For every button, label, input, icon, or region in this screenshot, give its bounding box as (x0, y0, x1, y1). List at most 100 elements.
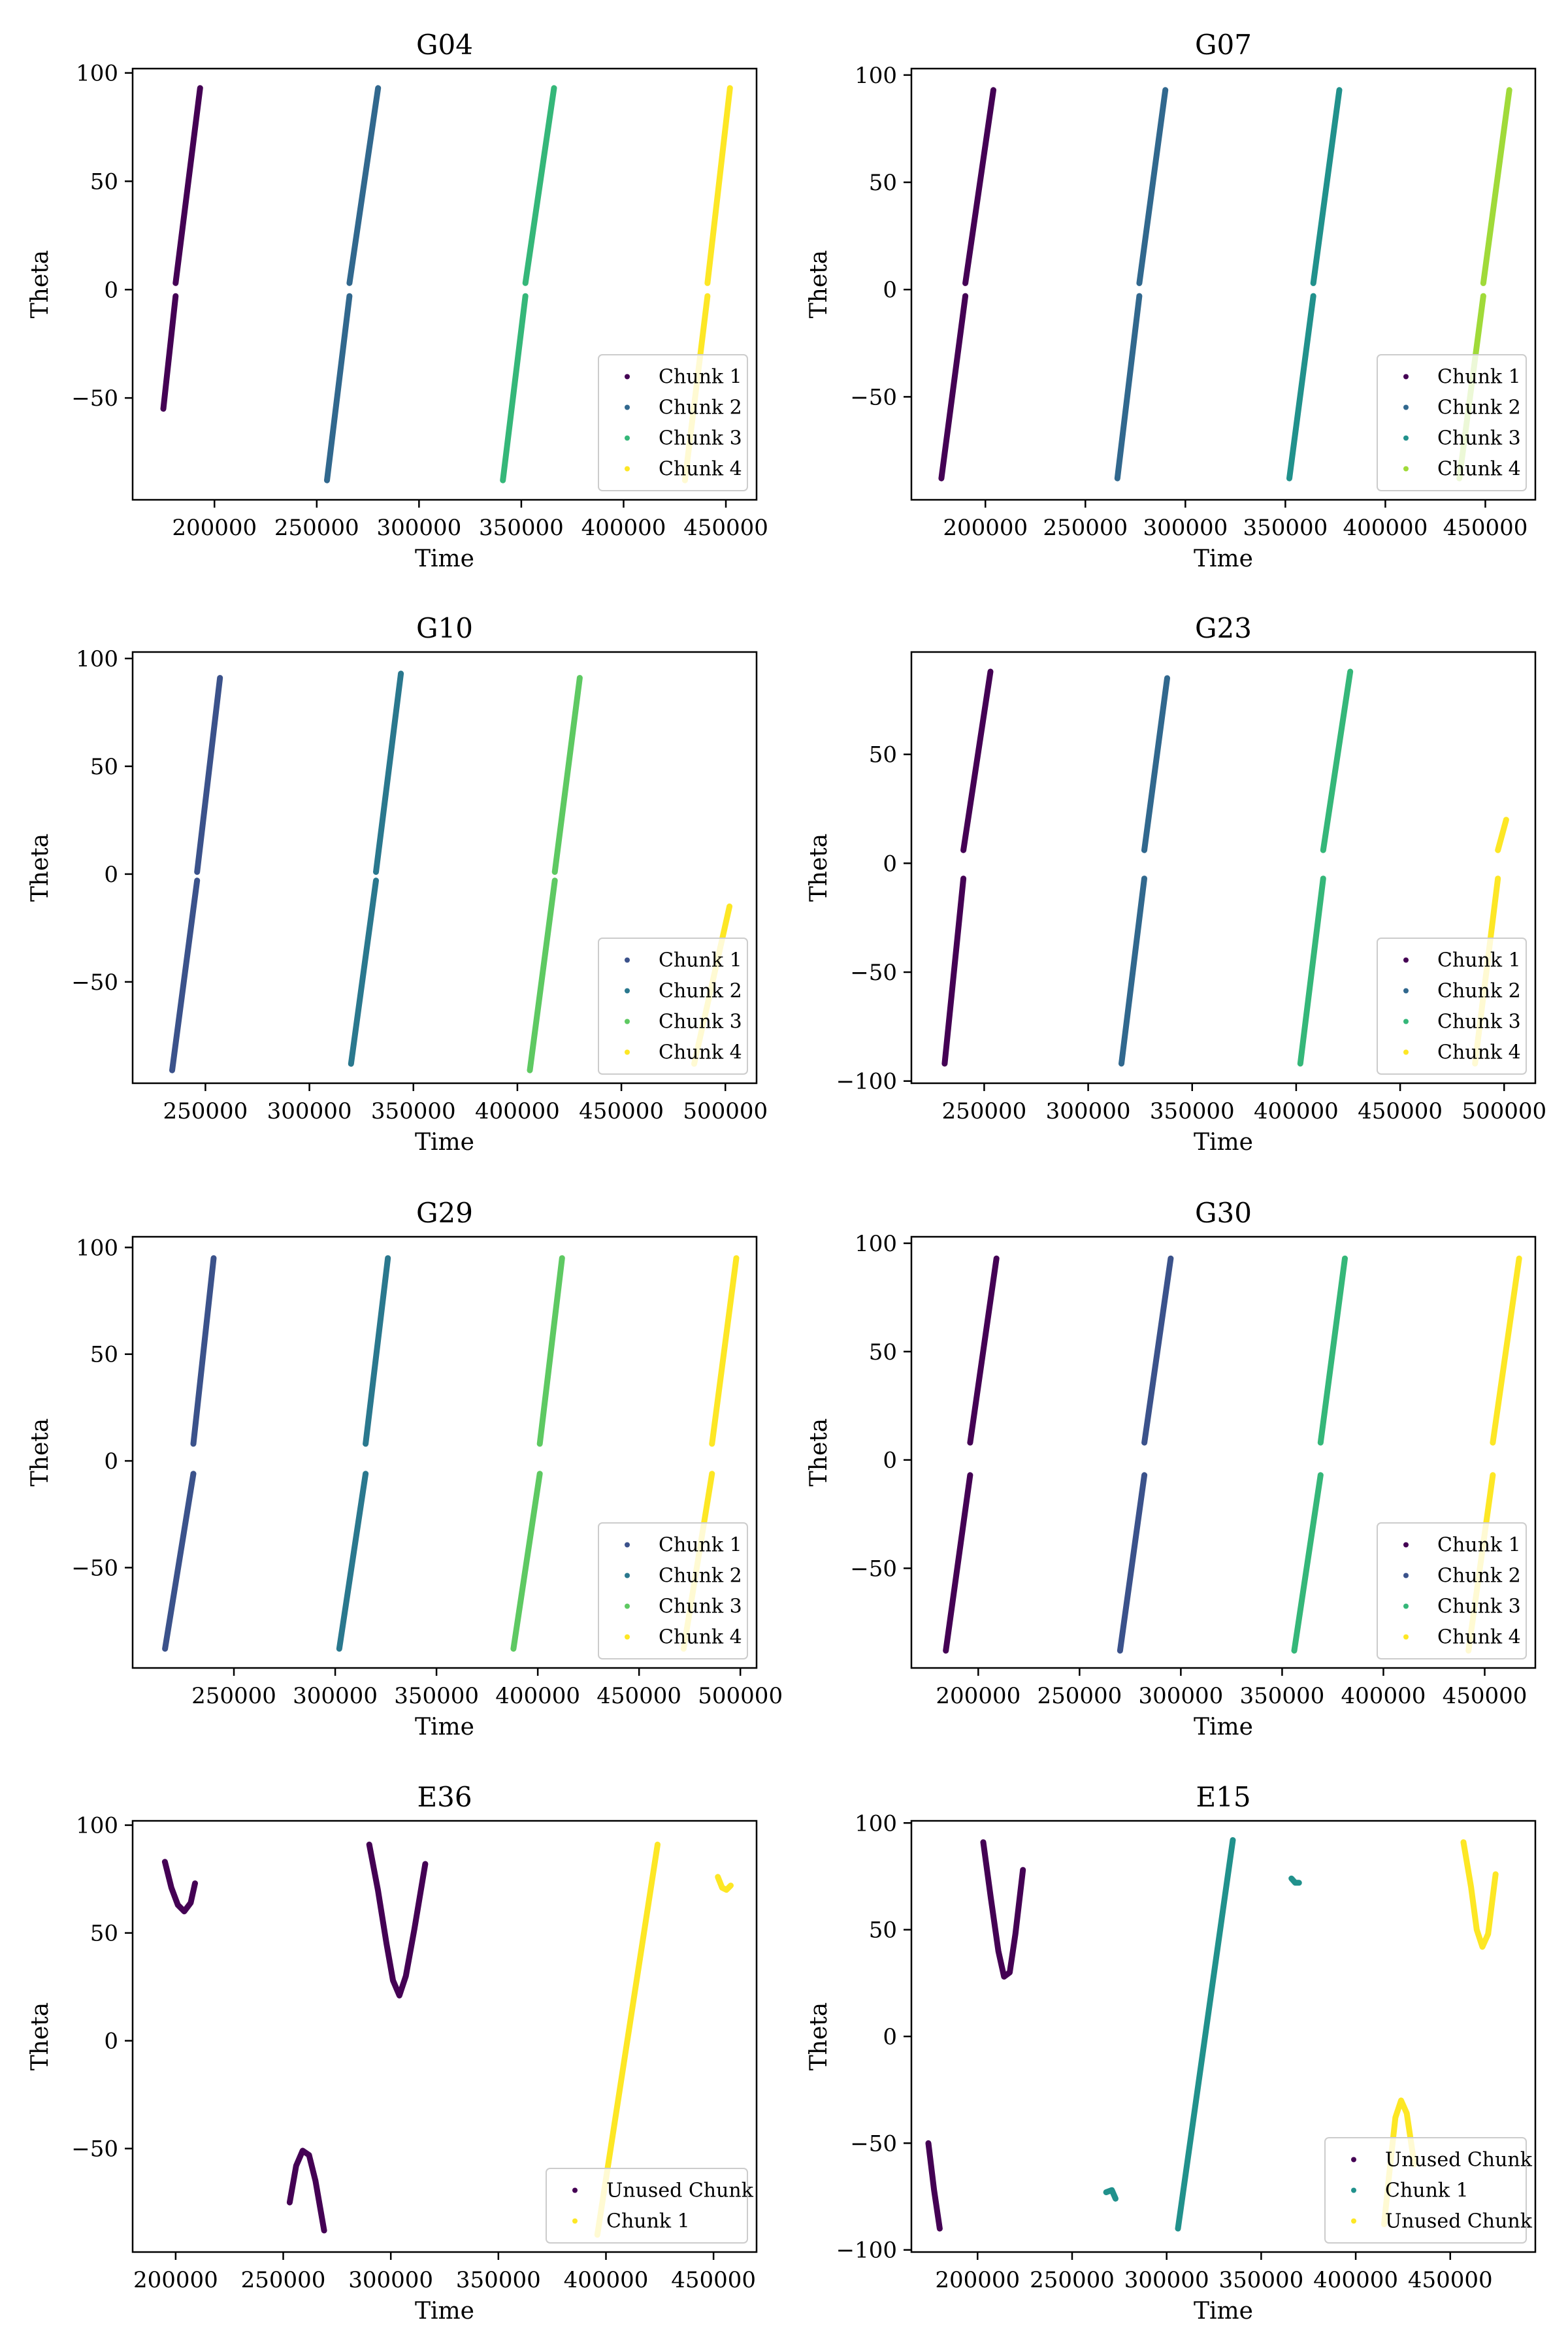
chart-g30-legend-marker-2 (1403, 1573, 1409, 1578)
chart-e36-legend-label-2: Chunk 1 (606, 2210, 690, 2233)
chart-g04-y-tick-label-3: 100 (76, 61, 118, 87)
chart-g29-legend-label-2: Chunk 2 (659, 1565, 742, 1588)
chart-e15-series-2-segment-3 (1288, 1875, 1302, 1886)
chart-e36-x-tick-label-0: 200000 (133, 2267, 218, 2293)
chart-g10-y-tick-label-2: 50 (90, 754, 118, 780)
chart-e36-y-tick-label-1: 0 (104, 2029, 118, 2055)
chart-g29-legend: Chunk 1 Chunk 2 Chunk 3 Chunk 4 (598, 1522, 748, 1659)
chart-g23-legend-marker-1 (1403, 957, 1409, 963)
chart-e15-x-tick-label-0: 200000 (935, 2267, 1020, 2293)
chart-g29-x-tick-label-4: 450000 (596, 1683, 681, 1709)
chart-g23-series-4-segment-2 (1495, 817, 1509, 853)
chart-g07-series-4-segment-2 (1480, 87, 1512, 286)
chart-g30-x-tick-label-3: 350000 (1240, 1683, 1325, 1709)
chart-e36-axes-frame (131, 1820, 758, 2253)
chart-g23-x-tick-label-1: 300000 (1046, 1098, 1131, 1124)
chart-g07-legend-label-1: Chunk 1 (1437, 366, 1521, 389)
chart-g07-legend-marker-4 (1403, 466, 1409, 472)
chart-e15-series-1-segment-1 (925, 2140, 943, 2232)
chart-g04-series-1-segment-1 (160, 293, 179, 412)
chart-g30-x-tick-label-0: 200000 (936, 1683, 1021, 1709)
chart-g10-x-tick-label-0: 250000 (163, 1098, 248, 1124)
chart-g29-y-tick-label-2: 50 (90, 1342, 118, 1368)
chart-g10-legend-label-1: Chunk 1 (659, 949, 742, 972)
chart-e15-y-tick-label-4: 100 (855, 1810, 897, 1837)
chart-g29-x-axis-label: Time (415, 1714, 474, 1740)
chart-g29-legend-marker-4 (625, 1634, 630, 1640)
chart-g07-x-axis-label: Time (1194, 546, 1253, 572)
chart-g10-y-tick-label-3: 100 (76, 646, 118, 672)
chart-g23-x-tick-label-0: 250000 (942, 1098, 1027, 1124)
chart-e15-legend-marker-3 (1351, 2218, 1356, 2224)
chart-g29-legend-marker-3 (625, 1603, 630, 1609)
chart-g04-series-1-segment-2 (172, 85, 203, 286)
chart-g30-title: G30 (1195, 1197, 1252, 1229)
chart-e15-x-tick-label-1: 250000 (1030, 2267, 1115, 2293)
chart-g29-series-3-segment-2 (536, 1255, 565, 1447)
chart-g23-series-1-segment-1 (941, 875, 967, 1067)
chart-g30-x-tick-label-1: 250000 (1037, 1683, 1122, 1709)
chart-g29-series-3-segment-1 (510, 1471, 543, 1652)
chart-g10-y-tick-label-1: 0 (104, 862, 118, 888)
chart-g04-x-tick-label-2: 300000 (376, 515, 461, 541)
chart-g10-x-tick-label-5: 500000 (683, 1098, 768, 1124)
chart-g07-y-axis-label: Theta (806, 250, 832, 318)
chart-g04-y-tick-label-2: 50 (90, 169, 118, 195)
chart-g30-series-3-segment-2 (1317, 1255, 1348, 1446)
chart-g29-axes-frame (131, 1235, 758, 1669)
chart-g23-x-tick-label-5: 500000 (1462, 1098, 1546, 1124)
chart-g07-legend-box (1377, 354, 1527, 491)
chart-e36-x-tick-label-3: 350000 (456, 2267, 541, 2293)
chart-g30-y-axis-label: Theta (806, 1418, 832, 1486)
chart-g04-x-tick-label-4: 400000 (581, 515, 666, 541)
chart-g07-series-3-segment-1 (1286, 293, 1316, 482)
chart-g04-title: G04 (416, 29, 473, 61)
chart-g30-y-tick-label-1: 0 (883, 1448, 897, 1474)
chart-g10-series-1-segment-2 (194, 675, 223, 875)
chart-g23-title: G23 (1195, 612, 1252, 644)
chart-g30-series-4-segment-2 (1490, 1255, 1522, 1446)
chart-g29-series-1-segment-2 (190, 1255, 217, 1447)
chart-g10-legend-label-4: Chunk 4 (659, 1041, 742, 1064)
chart-g30-legend: Chunk 1 Chunk 2 Chunk 3 Chunk 4 (1377, 1522, 1527, 1659)
chart-g10-legend-box (598, 938, 748, 1075)
chart-g29-title: G29 (416, 1197, 473, 1229)
chart-g30-legend-box (1377, 1522, 1527, 1659)
chart-g29-legend-marker-2 (625, 1573, 630, 1578)
chart-g23-y-tick-label-2: 0 (883, 851, 897, 877)
chart-e15-x-axis-label: Time (1194, 2298, 1253, 2325)
chart-g10-series-2-segment-2 (373, 670, 404, 875)
chart-g10-y-tick-label-0: −50 (71, 970, 118, 996)
chart-g23-legend-label-3: Chunk 3 (1437, 1011, 1521, 1034)
chart-e15-x-tick-label-3: 350000 (1218, 2267, 1303, 2293)
chart-e36-y-tick-label-0: −50 (71, 2136, 118, 2163)
chart-e15-y-tick-label-1: −50 (850, 2131, 897, 2157)
chart-g23-legend-marker-2 (1403, 988, 1409, 994)
chart-g23-legend-marker-4 (1403, 1049, 1409, 1055)
chart-g10-y-axis-label: Theta (27, 834, 54, 902)
chart-e15-x-tick-label-4: 400000 (1313, 2267, 1398, 2293)
chart-g07-panel: G07 200000 250000 300000 350000 400000 450000 −… (806, 29, 1537, 572)
chart-g30-series-1-segment-2 (967, 1255, 1000, 1446)
chart-g23-y-axis-label: Theta (806, 834, 832, 902)
chart-g23-y-tick-label-0: −100 (836, 1069, 897, 1095)
chart-g04-legend-marker-4 (625, 466, 630, 472)
chart-e15-series-1-segment-2 (980, 1839, 1026, 1980)
chart-g07-y-tick-label-3: 100 (855, 63, 897, 89)
chart-g23-x-axis-label: Time (1194, 1129, 1253, 1156)
chart-g23-y-tick-label-3: 50 (869, 742, 897, 768)
chart-g30-y-tick-label-3: 100 (855, 1231, 897, 1257)
chart-g23-x-tick-label-3: 400000 (1254, 1098, 1339, 1124)
chart-e15-x-tick-label-5: 450000 (1408, 2267, 1493, 2293)
chart-g29-series-2-segment-2 (363, 1255, 391, 1447)
chart-g29-y-tick-label-1: 0 (104, 1448, 118, 1475)
chart-g04-legend-box (598, 354, 748, 491)
chart-g07-y-tick-label-1: 0 (883, 277, 897, 303)
chart-g30-series-2-segment-2 (1141, 1255, 1174, 1446)
chart-g30-x-tick-label-4: 400000 (1341, 1683, 1426, 1709)
chart-g04-x-tick-label-1: 250000 (274, 515, 359, 541)
chart-e15-legend-marker-2 (1351, 2187, 1356, 2193)
chart-g29-x-tick-label-3: 400000 (495, 1683, 580, 1709)
chart-g30-legend-marker-3 (1403, 1603, 1409, 1609)
chart-g07-legend-marker-3 (1403, 435, 1409, 441)
